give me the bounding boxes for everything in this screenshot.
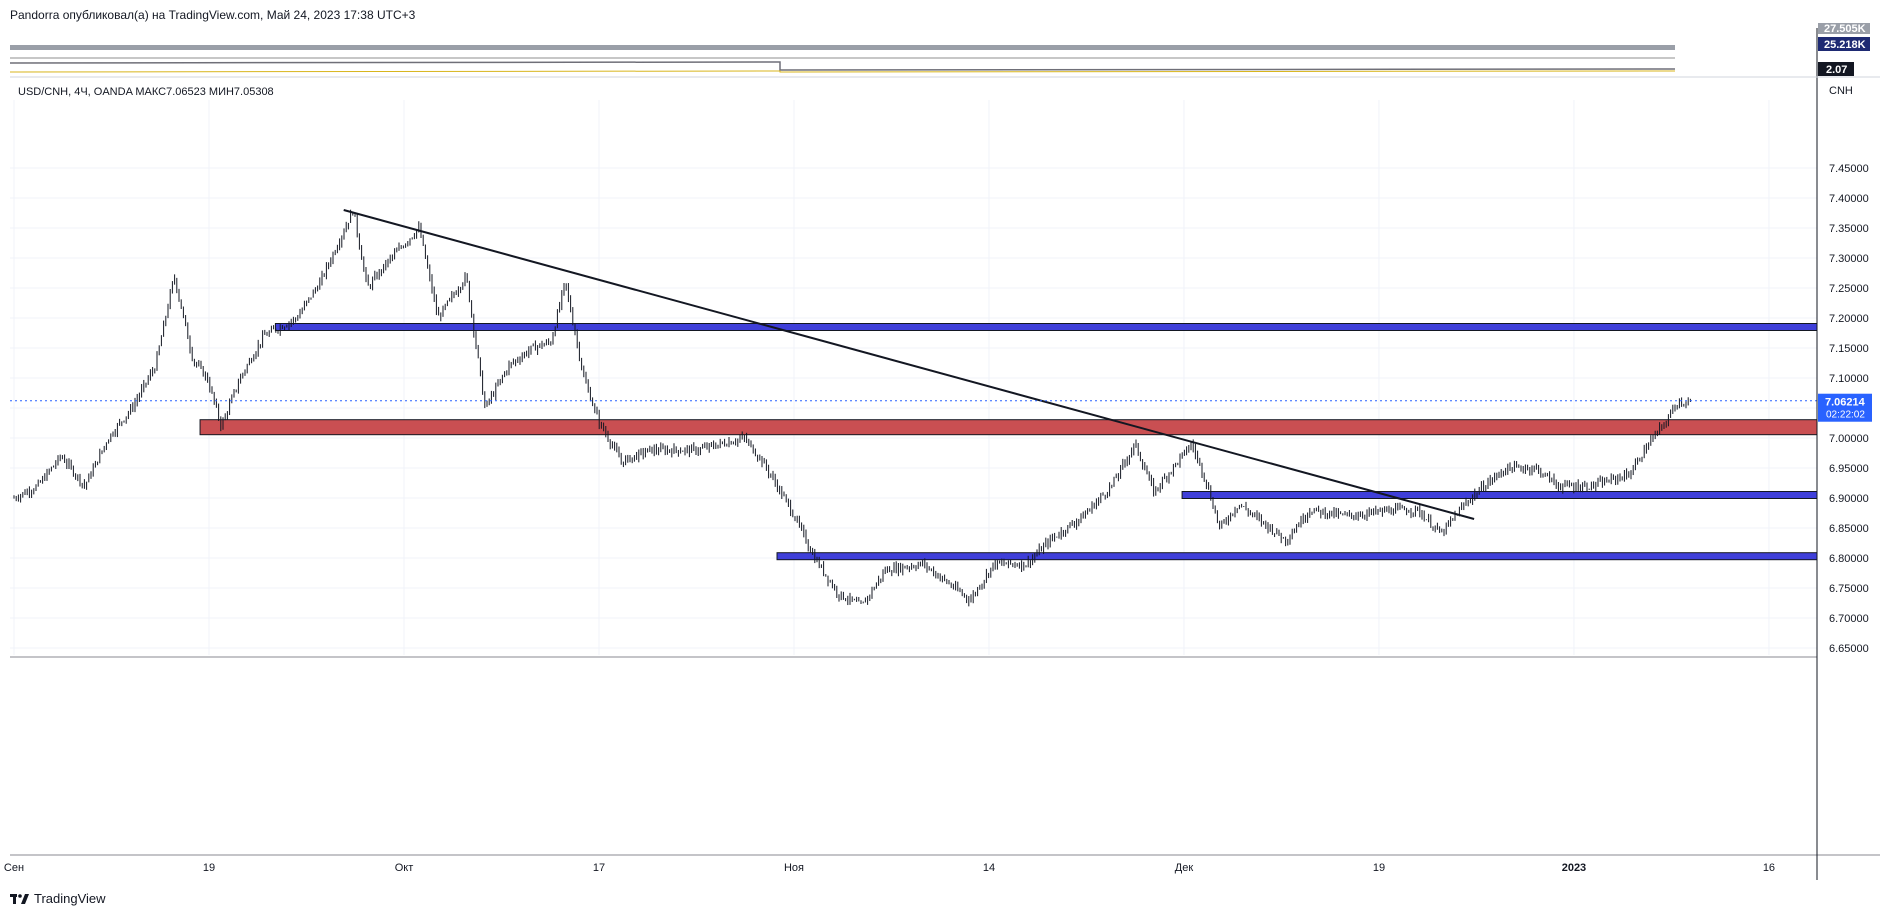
- x-tick-label: Окт: [395, 862, 414, 874]
- y-tick-label: 7.20000: [1829, 313, 1869, 325]
- resistance-zone-red[interactable]: [199, 419, 1818, 436]
- volume-badge-partial-text: 27.505K: [1824, 23, 1866, 35]
- publish-header: Pandorra опубликовал(а) на TradingView.c…: [10, 8, 416, 22]
- y-tick-label: 7.25000: [1829, 283, 1869, 295]
- x-tick-label: Ноя: [784, 862, 804, 874]
- y-tick-label: 7.00000: [1829, 433, 1869, 445]
- y-tick-label: 6.75000: [1829, 583, 1869, 595]
- y-tick-label: 7.40000: [1829, 193, 1869, 205]
- x-tick-label: 19: [1373, 862, 1385, 874]
- y-tick-label: 7.15000: [1829, 343, 1869, 355]
- tradingview-logo[interactable]: TradingView: [10, 891, 106, 906]
- y-tick-label: 7.35000: [1829, 223, 1869, 235]
- candles: [13, 209, 1691, 607]
- countdown-text: 02:22:02: [1826, 410, 1865, 421]
- ratio-signal-line: [9, 70, 1676, 73]
- volume-badge-text: 25.218K: [1824, 39, 1866, 51]
- tradingview-logo-text: TradingView: [34, 891, 106, 906]
- tradingview-logo-icon: [10, 893, 29, 904]
- y-tick-label: 6.70000: [1829, 613, 1869, 625]
- x-tick-label: Дек: [1175, 862, 1194, 874]
- y-tick-label: 6.65000: [1829, 643, 1869, 655]
- y-tick-label: 7.10000: [1829, 373, 1869, 385]
- y-tick-label: 6.80000: [1829, 553, 1869, 565]
- last-price-badge: [1818, 393, 1872, 422]
- grid-lines: [10, 100, 1817, 655]
- x-tick-label: 17: [593, 862, 605, 874]
- last-price-text: 7.06214: [1825, 397, 1866, 409]
- x-tick-label: 16: [1763, 862, 1775, 874]
- y-tick-label: 6.85000: [1829, 523, 1869, 535]
- y-tick-label: 6.90000: [1829, 493, 1869, 505]
- sr-zones: [199, 323, 1818, 561]
- ratio-badge: [1818, 62, 1854, 76]
- support-zone-blue[interactable]: [776, 552, 1818, 561]
- y-tick-label: 6.95000: [1829, 463, 1869, 475]
- x-tick-label: 2023: [1562, 862, 1586, 874]
- support-zone-blue[interactable]: [1181, 491, 1818, 499]
- x-tick-label: 19: [203, 862, 215, 874]
- volume-badge: [1818, 37, 1870, 51]
- x-tick-label: Сен: [4, 862, 24, 874]
- x-axis-ticks: Сен19Окт17Ноя14Дек19202316Фев14Мар20Апр1…: [4, 862, 1775, 874]
- trendline[interactable]: [343, 209, 1475, 520]
- indicator-pane: [9, 45, 1676, 73]
- y-tick-label: 7.45000: [1829, 163, 1869, 175]
- volume-band: [10, 45, 1675, 50]
- ratio-line: [9, 61, 1676, 71]
- y-tick-label: 7.30000: [1829, 253, 1869, 265]
- ratio-badge-text: 2.07: [1826, 64, 1847, 76]
- support-zone-blue[interactable]: [274, 323, 1818, 331]
- symbol-legend: USD/CNH, 4Ч, OANDA МАКС7.06523 МИН7.0530…: [18, 86, 274, 98]
- currency-label: CNH: [1829, 85, 1853, 97]
- x-tick-label: 14: [983, 862, 995, 874]
- volume-badge-partial: [1818, 23, 1870, 34]
